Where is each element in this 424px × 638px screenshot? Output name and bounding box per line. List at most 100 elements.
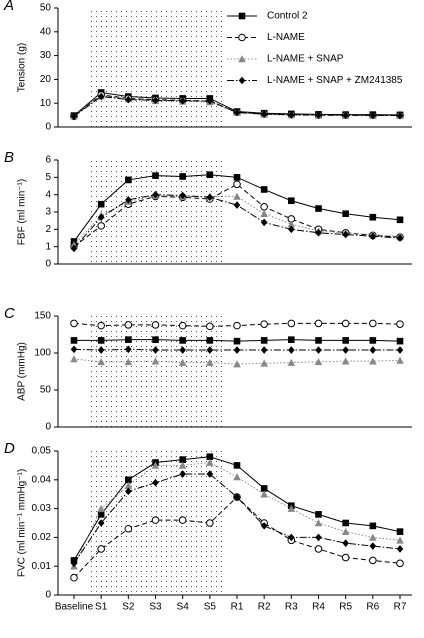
marker bbox=[369, 319, 377, 328]
marker bbox=[97, 200, 105, 208]
marker bbox=[396, 356, 404, 364]
marker bbox=[260, 110, 268, 118]
marker bbox=[260, 320, 268, 328]
y-axis-label: Tension (g) bbox=[17, 43, 28, 92]
y-tick-label: 0.03 bbox=[32, 503, 52, 514]
marker bbox=[260, 522, 268, 530]
marker bbox=[288, 225, 295, 234]
marker bbox=[369, 346, 377, 354]
marker bbox=[151, 357, 160, 365]
marker bbox=[124, 358, 133, 366]
marker bbox=[315, 205, 322, 212]
marker bbox=[288, 197, 295, 205]
y-tick-label: 40 bbox=[40, 26, 52, 37]
marker bbox=[70, 573, 78, 582]
marker bbox=[396, 111, 404, 120]
marker bbox=[206, 358, 214, 366]
marker bbox=[125, 345, 132, 354]
panel-label: A bbox=[3, 0, 14, 14]
marker bbox=[314, 319, 323, 328]
y-tick-label: 0 bbox=[45, 259, 51, 270]
marker bbox=[206, 453, 214, 461]
marker bbox=[396, 559, 404, 568]
marker bbox=[233, 360, 241, 368]
marker bbox=[288, 346, 295, 354]
marker bbox=[342, 539, 349, 547]
marker bbox=[70, 112, 78, 121]
marker bbox=[314, 358, 323, 366]
marker bbox=[287, 220, 296, 228]
x-tick-label: R2 bbox=[258, 602, 271, 613]
marker bbox=[396, 545, 404, 553]
marker bbox=[260, 359, 268, 367]
x-tick-label: S1 bbox=[95, 602, 108, 613]
marker bbox=[206, 346, 214, 354]
marker bbox=[369, 213, 377, 221]
marker bbox=[341, 553, 350, 562]
marker bbox=[342, 210, 349, 218]
marker bbox=[233, 192, 241, 200]
y-tick-label: 50 bbox=[40, 3, 52, 14]
marker bbox=[260, 485, 268, 492]
x-tick-label: S5 bbox=[204, 602, 217, 613]
marker bbox=[125, 95, 132, 104]
y-tick-label: 0.01 bbox=[32, 561, 52, 572]
marker bbox=[178, 516, 187, 524]
legend-label: L-NAME bbox=[267, 32, 305, 43]
marker bbox=[233, 337, 241, 345]
marker bbox=[315, 111, 322, 119]
x-tick-label: R6 bbox=[366, 602, 379, 613]
marker bbox=[233, 346, 241, 354]
marker bbox=[206, 171, 214, 179]
marker bbox=[125, 476, 132, 484]
y-tick-label: 2 bbox=[45, 224, 51, 235]
x-tick-label: S4 bbox=[177, 602, 190, 613]
marker bbox=[97, 545, 105, 553]
marker bbox=[341, 319, 350, 328]
marker bbox=[233, 201, 241, 209]
x-tick-label: R3 bbox=[285, 602, 298, 613]
y-tick-label: 1 bbox=[45, 241, 51, 252]
y-tick-label: 6 bbox=[45, 155, 51, 166]
marker bbox=[152, 190, 159, 199]
marker bbox=[260, 337, 268, 344]
marker bbox=[342, 519, 349, 527]
marker bbox=[396, 536, 404, 544]
marker bbox=[206, 519, 214, 527]
panel-label: B bbox=[4, 149, 14, 166]
y-tick-label: 0 bbox=[45, 122, 51, 133]
marker bbox=[179, 470, 186, 478]
marker bbox=[70, 559, 78, 568]
marker bbox=[70, 355, 78, 363]
marker bbox=[342, 230, 349, 239]
marker bbox=[238, 12, 246, 20]
x-tick-label: R1 bbox=[231, 602, 244, 613]
marker bbox=[315, 337, 322, 344]
marker bbox=[396, 337, 404, 345]
y-tick-label: 100 bbox=[34, 348, 51, 359]
y-tick-label: 3 bbox=[45, 207, 51, 218]
y-tick-label: 0.04 bbox=[32, 474, 52, 485]
y-axis-label: FVC (ml min⁻¹ mmHg⁻¹) bbox=[17, 469, 28, 577]
marker bbox=[342, 337, 349, 344]
marker bbox=[124, 321, 133, 329]
marker bbox=[287, 358, 296, 366]
marker bbox=[260, 209, 268, 218]
marker bbox=[125, 487, 132, 496]
x-tick-label: R5 bbox=[339, 602, 352, 613]
marker bbox=[206, 470, 214, 478]
y-tick-label: 10 bbox=[40, 98, 52, 109]
marker bbox=[260, 218, 268, 227]
marker bbox=[151, 321, 160, 329]
marker bbox=[287, 504, 296, 512]
marker bbox=[396, 528, 404, 535]
marker bbox=[314, 519, 323, 527]
marker bbox=[396, 320, 404, 328]
marker bbox=[97, 511, 105, 518]
y-tick-label: 5 bbox=[45, 172, 51, 183]
x-tick-label: S3 bbox=[149, 602, 162, 613]
marker bbox=[315, 229, 322, 237]
marker bbox=[179, 456, 186, 463]
marker bbox=[369, 111, 377, 120]
